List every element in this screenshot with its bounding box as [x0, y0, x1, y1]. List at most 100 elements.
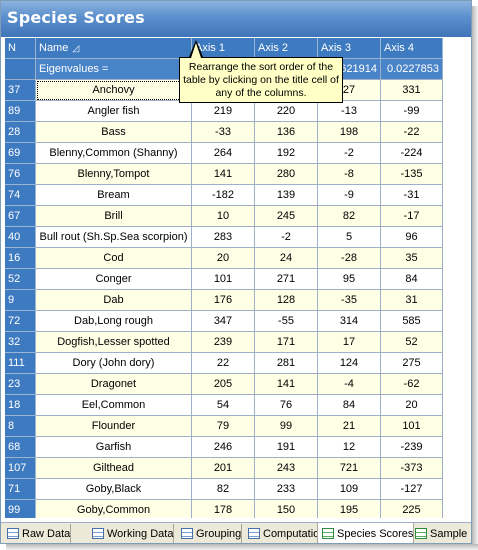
species-name-cell[interactable]: Dragonet	[36, 374, 192, 395]
axis-4-cell[interactable]: 52	[381, 332, 443, 353]
species-name-cell[interactable]: Dory (John dory)	[36, 353, 192, 374]
axis-1-cell[interactable]: 205	[192, 374, 255, 395]
axis-2-cell[interactable]: 24	[255, 248, 318, 269]
row-number-cell[interactable]: 18	[5, 395, 36, 416]
row-number-cell[interactable]: 76	[5, 164, 36, 185]
tab-grouping[interactable]: Grouping	[177, 524, 243, 543]
axis-2-cell[interactable]: 245	[255, 206, 318, 227]
species-name-cell[interactable]: Conger	[36, 269, 192, 290]
axis-4-cell[interactable]: -99	[381, 101, 443, 122]
axis-1-cell[interactable]: 82	[192, 479, 255, 500]
tab-species-scores[interactable]: Species Scores	[317, 523, 415, 543]
axis-4-cell[interactable]: -373	[381, 458, 443, 479]
axis-4-cell[interactable]: 331	[381, 80, 443, 101]
header-axis-4[interactable]: Axis 4	[381, 38, 443, 59]
axis-1-cell[interactable]: 201	[192, 458, 255, 479]
axis-3-cell[interactable]: 314	[318, 311, 381, 332]
axis-1-cell[interactable]: -33	[192, 122, 255, 143]
row-number-cell[interactable]: 99	[5, 500, 36, 518]
axis-3-cell[interactable]: 12	[318, 437, 381, 458]
species-name-cell[interactable]: Blenny,Common (Shanny)	[36, 143, 192, 164]
row-number-cell[interactable]: 107	[5, 458, 36, 479]
table-row[interactable]: 40 Bull rout (Sh.Sp.Sea scorpion) 283 -2 5 96	[5, 227, 445, 248]
axis-3-cell[interactable]: 21	[318, 416, 381, 437]
species-name-cell[interactable]: Dogfish,Lesser spotted	[36, 332, 192, 353]
axis-4-cell[interactable]: 101	[381, 416, 443, 437]
axis-2-cell[interactable]: 280	[255, 164, 318, 185]
row-number-cell[interactable]: 68	[5, 437, 36, 458]
axis-4-cell[interactable]: 275	[381, 353, 443, 374]
axis-2-cell[interactable]: 136	[255, 122, 318, 143]
species-name-cell[interactable]: Garfish	[36, 437, 192, 458]
header-axis-3[interactable]: Axis 3	[318, 38, 381, 59]
axis-1-cell[interactable]: 178	[192, 500, 255, 518]
species-name-cell[interactable]: Cod	[36, 248, 192, 269]
row-number-cell[interactable]: 16	[5, 248, 36, 269]
axis-1-cell[interactable]: 10	[192, 206, 255, 227]
table-row[interactable]: 16 Cod 20 24 -28 35	[5, 248, 445, 269]
axis-1-cell[interactable]: 101	[192, 269, 255, 290]
tab-raw-data[interactable]: Raw Data	[3, 524, 72, 543]
axis-4-cell[interactable]: -135	[381, 164, 443, 185]
axis-3-cell[interactable]: -8	[318, 164, 381, 185]
axis-2-cell[interactable]: 139	[255, 185, 318, 206]
axis-4-cell[interactable]: -127	[381, 479, 443, 500]
axis-2-cell[interactable]: 192	[255, 143, 318, 164]
row-number-cell[interactable]: 74	[5, 185, 36, 206]
row-number-cell[interactable]: 9	[5, 290, 36, 311]
species-name-cell[interactable]: Brill	[36, 206, 192, 227]
species-name-cell[interactable]: Bass	[36, 122, 192, 143]
axis-3-cell[interactable]: 198	[318, 122, 381, 143]
axis-3-cell[interactable]: -28	[318, 248, 381, 269]
species-name-cell[interactable]: Eel,Common	[36, 395, 192, 416]
table-row[interactable]: 69 Blenny,Common (Shanny) 264 192 -2 -224	[5, 143, 445, 164]
axis-2-cell[interactable]: 128	[255, 290, 318, 311]
table-row[interactable]: 74 Bream -182 139 -9 -31	[5, 185, 445, 206]
axis-4-cell[interactable]: 31	[381, 290, 443, 311]
species-name-cell[interactable]: Goby,Common	[36, 500, 192, 518]
axis-4-cell[interactable]: 20	[381, 395, 443, 416]
axis-1-cell[interactable]: 22	[192, 353, 255, 374]
axis-3-cell[interactable]: 124	[318, 353, 381, 374]
axis-3-cell[interactable]: -9	[318, 185, 381, 206]
table-row[interactable]: 107 Gilthead 201 243 721 -373	[5, 458, 445, 479]
axis-1-cell[interactable]: 264	[192, 143, 255, 164]
table-row[interactable]: 18 Eel,Common 54 76 84 20	[5, 395, 445, 416]
axis-4-cell[interactable]: 35	[381, 248, 443, 269]
species-name-cell[interactable]: Gilthead	[36, 458, 192, 479]
row-number-cell[interactable]: 40	[5, 227, 36, 248]
axis-2-cell[interactable]: 171	[255, 332, 318, 353]
row-number-cell[interactable]: 111	[5, 353, 36, 374]
axis-4-cell[interactable]: 585	[381, 311, 443, 332]
axis-2-cell[interactable]: 191	[255, 437, 318, 458]
axis-3-cell[interactable]: 82	[318, 206, 381, 227]
table-row[interactable]: 68 Garfish 246 191 12 -239	[5, 437, 445, 458]
row-number-cell[interactable]: 37	[5, 80, 36, 101]
axis-4-cell[interactable]: 96	[381, 227, 443, 248]
axis-4-cell[interactable]: -31	[381, 185, 443, 206]
axis-2-cell[interactable]: 243	[255, 458, 318, 479]
row-number-cell[interactable]: 28	[5, 122, 36, 143]
species-name-cell[interactable]: Bull rout (Sh.Sp.Sea scorpion)	[36, 227, 192, 248]
table-row[interactable]: 67 Brill 10 245 82 -17	[5, 206, 445, 227]
axis-1-cell[interactable]: 141	[192, 164, 255, 185]
table-row[interactable]: 9 Dab 176 128 -35 31	[5, 290, 445, 311]
axis-2-cell[interactable]: 271	[255, 269, 318, 290]
axis-3-cell[interactable]: 195	[318, 500, 381, 518]
row-number-cell[interactable]: 32	[5, 332, 36, 353]
axis-4-cell[interactable]: -224	[381, 143, 443, 164]
species-name-cell[interactable]: Blenny,Tompot	[36, 164, 192, 185]
axis-2-cell[interactable]: 220	[255, 101, 318, 122]
table-row[interactable]: 76 Blenny,Tompot 141 280 -8 -135	[5, 164, 445, 185]
table-row[interactable]: 72 Dab,Long rough 347 -55 314 585	[5, 311, 445, 332]
axis-3-cell[interactable]: -13	[318, 101, 381, 122]
axis-1-cell[interactable]: 239	[192, 332, 255, 353]
row-number-cell[interactable]: 23	[5, 374, 36, 395]
row-number-cell[interactable]: 69	[5, 143, 36, 164]
axis-2-cell[interactable]: 281	[255, 353, 318, 374]
species-name-cell[interactable]: Angler fish	[36, 101, 192, 122]
species-name-cell[interactable]: Dab,Long rough	[36, 311, 192, 332]
axis-4-cell[interactable]: 225	[381, 500, 443, 518]
row-number-cell[interactable]: 67	[5, 206, 36, 227]
row-number-cell[interactable]: 89	[5, 101, 36, 122]
